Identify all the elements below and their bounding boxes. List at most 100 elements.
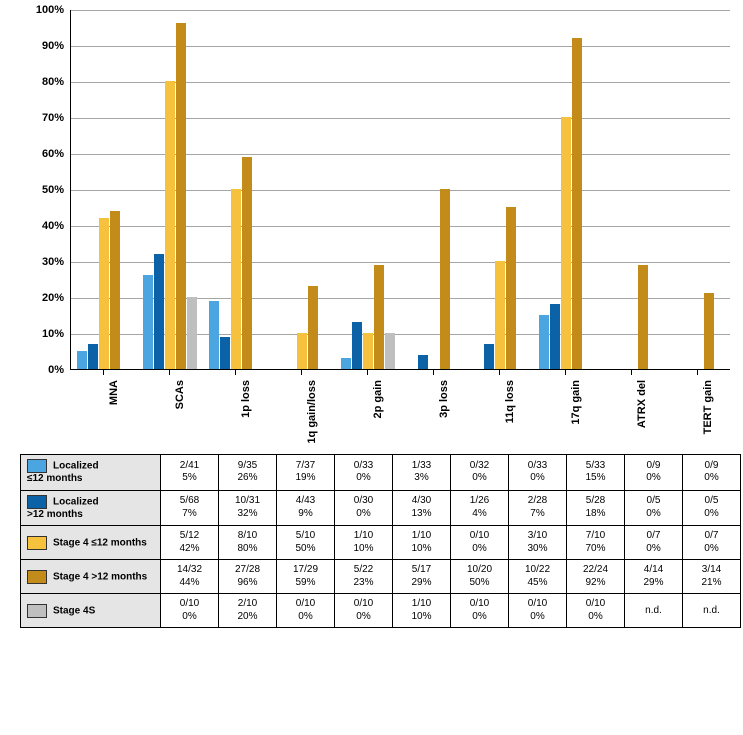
table-cell: 2/415%	[161, 455, 219, 491]
y-axis: 0%10%20%30%40%50%60%70%80%90%100%	[20, 10, 70, 370]
y-tick-label: 90%	[42, 40, 64, 52]
bar-group	[203, 10, 269, 369]
table-row: Stage 4 >12 months14/3244%27/2896%17/295…	[21, 560, 741, 594]
table-cell: 5/2223%	[335, 560, 393, 594]
bar-group	[467, 10, 533, 369]
legend-swatch	[27, 570, 47, 584]
bar	[154, 254, 164, 369]
y-tick-label: 20%	[42, 292, 64, 304]
table-cell: 4/3013%	[393, 490, 451, 526]
table-cell: 5/1729%	[393, 560, 451, 594]
table-cell: 17/2959%	[277, 560, 335, 594]
bar	[539, 315, 549, 369]
bar	[495, 261, 505, 369]
table-cell: 0/330%	[335, 455, 393, 491]
legend-cell: Localized≤12 months	[21, 455, 161, 491]
bar-group	[401, 10, 467, 369]
table-row: Localized≤12 months2/415%9/3526%7/3719%0…	[21, 455, 741, 491]
bar	[385, 333, 395, 369]
bar-chart: 0%10%20%30%40%50%60%70%80%90%100% MNASCA…	[20, 10, 740, 450]
table-cell: 5/687%	[161, 490, 219, 526]
legend-label: Stage 4 ≤12 months	[53, 537, 147, 548]
bar	[341, 358, 351, 369]
table-row: Localized>12 months5/687%10/3132%4/439% 0…	[21, 490, 741, 526]
table-cell: 10/3132%	[219, 490, 277, 526]
table-cell: 8/1080%	[219, 526, 277, 560]
legend-swatch	[27, 459, 47, 473]
bar	[440, 189, 450, 369]
bar	[638, 265, 648, 369]
table-cell: 0/90%	[625, 455, 683, 491]
x-tick-label: 1q gain/loss	[306, 380, 318, 444]
table-cell: 0/90%	[683, 455, 741, 491]
bar	[297, 333, 307, 369]
table-cell: 14/3244%	[161, 560, 219, 594]
bar	[704, 293, 714, 369]
table-cell: 4/1429%	[625, 560, 683, 594]
bar	[165, 81, 175, 369]
bar	[176, 23, 186, 369]
table-cell: 1/264%	[451, 490, 509, 526]
legend-cell: Stage 4 >12 months	[21, 560, 161, 594]
table-cell: 0/100%	[277, 594, 335, 628]
y-tick-label: 10%	[42, 328, 64, 340]
bar	[561, 117, 571, 369]
legend-swatch	[27, 536, 47, 550]
bar	[143, 275, 153, 369]
table-cell: 0/50%	[625, 490, 683, 526]
bar	[352, 322, 362, 369]
table-cell: 22/2492%	[567, 560, 625, 594]
table-cell: 0/100%	[567, 594, 625, 628]
x-tick-label: 1p loss	[240, 380, 252, 418]
bar	[374, 265, 384, 369]
legend-cell: Stage 4 ≤12 months	[21, 526, 161, 560]
x-tick-label: SCAs	[174, 380, 186, 409]
table-cell: 4/439%	[277, 490, 335, 526]
table-row: Stage 4 ≤12 months5/1242%8/1080%5/1050%1…	[21, 526, 741, 560]
y-tick-label: 70%	[42, 112, 64, 124]
table-cell: 0/100%	[335, 594, 393, 628]
bar	[77, 351, 87, 369]
table-cell: 0/70%	[625, 526, 683, 560]
bar	[572, 38, 582, 369]
legend-swatch	[27, 604, 47, 618]
bar-group	[137, 10, 203, 369]
bar	[88, 344, 98, 369]
y-tick-label: 0%	[48, 364, 64, 376]
y-tick-label: 30%	[42, 256, 64, 268]
bar	[308, 286, 318, 369]
table-cell: n.d.	[625, 594, 683, 628]
table-cell: 1/1010%	[393, 594, 451, 628]
bar-group	[665, 10, 731, 369]
legend-cell: Localized>12 months	[21, 490, 161, 526]
bar	[506, 207, 516, 369]
x-tick-label: TERT gain	[702, 380, 714, 434]
table-cell: n.d.	[683, 594, 741, 628]
bar-group	[71, 10, 137, 369]
plot-area	[70, 10, 730, 370]
table-cell: 7/1070%	[567, 526, 625, 560]
table-cell: 2/287%	[509, 490, 567, 526]
y-tick-label: 100%	[36, 4, 64, 16]
x-tick-label: 2p gain	[372, 380, 384, 419]
y-tick-label: 40%	[42, 220, 64, 232]
bar	[550, 304, 560, 369]
table-cell: 0/100%	[451, 594, 509, 628]
bar	[110, 211, 120, 369]
y-tick-label: 80%	[42, 76, 64, 88]
bar	[418, 355, 428, 369]
legend-swatch	[27, 495, 47, 509]
bar-group	[269, 10, 335, 369]
x-tick-label: 11q loss	[504, 380, 516, 423]
table-cell: 27/2896%	[219, 560, 277, 594]
table-cell: 9/3526%	[219, 455, 277, 491]
bar	[99, 218, 109, 369]
table-cell: 5/2818%	[567, 490, 625, 526]
table-row: Stage 4S0/100%2/1020%0/100%0/100%1/1010%…	[21, 594, 741, 628]
table-cell: 0/70%	[683, 526, 741, 560]
bar-group	[335, 10, 401, 369]
x-tick-label: MNA	[108, 380, 120, 405]
table-cell: 3/1030%	[509, 526, 567, 560]
bar	[187, 297, 197, 369]
x-tick-label: 3p loss	[438, 380, 450, 418]
